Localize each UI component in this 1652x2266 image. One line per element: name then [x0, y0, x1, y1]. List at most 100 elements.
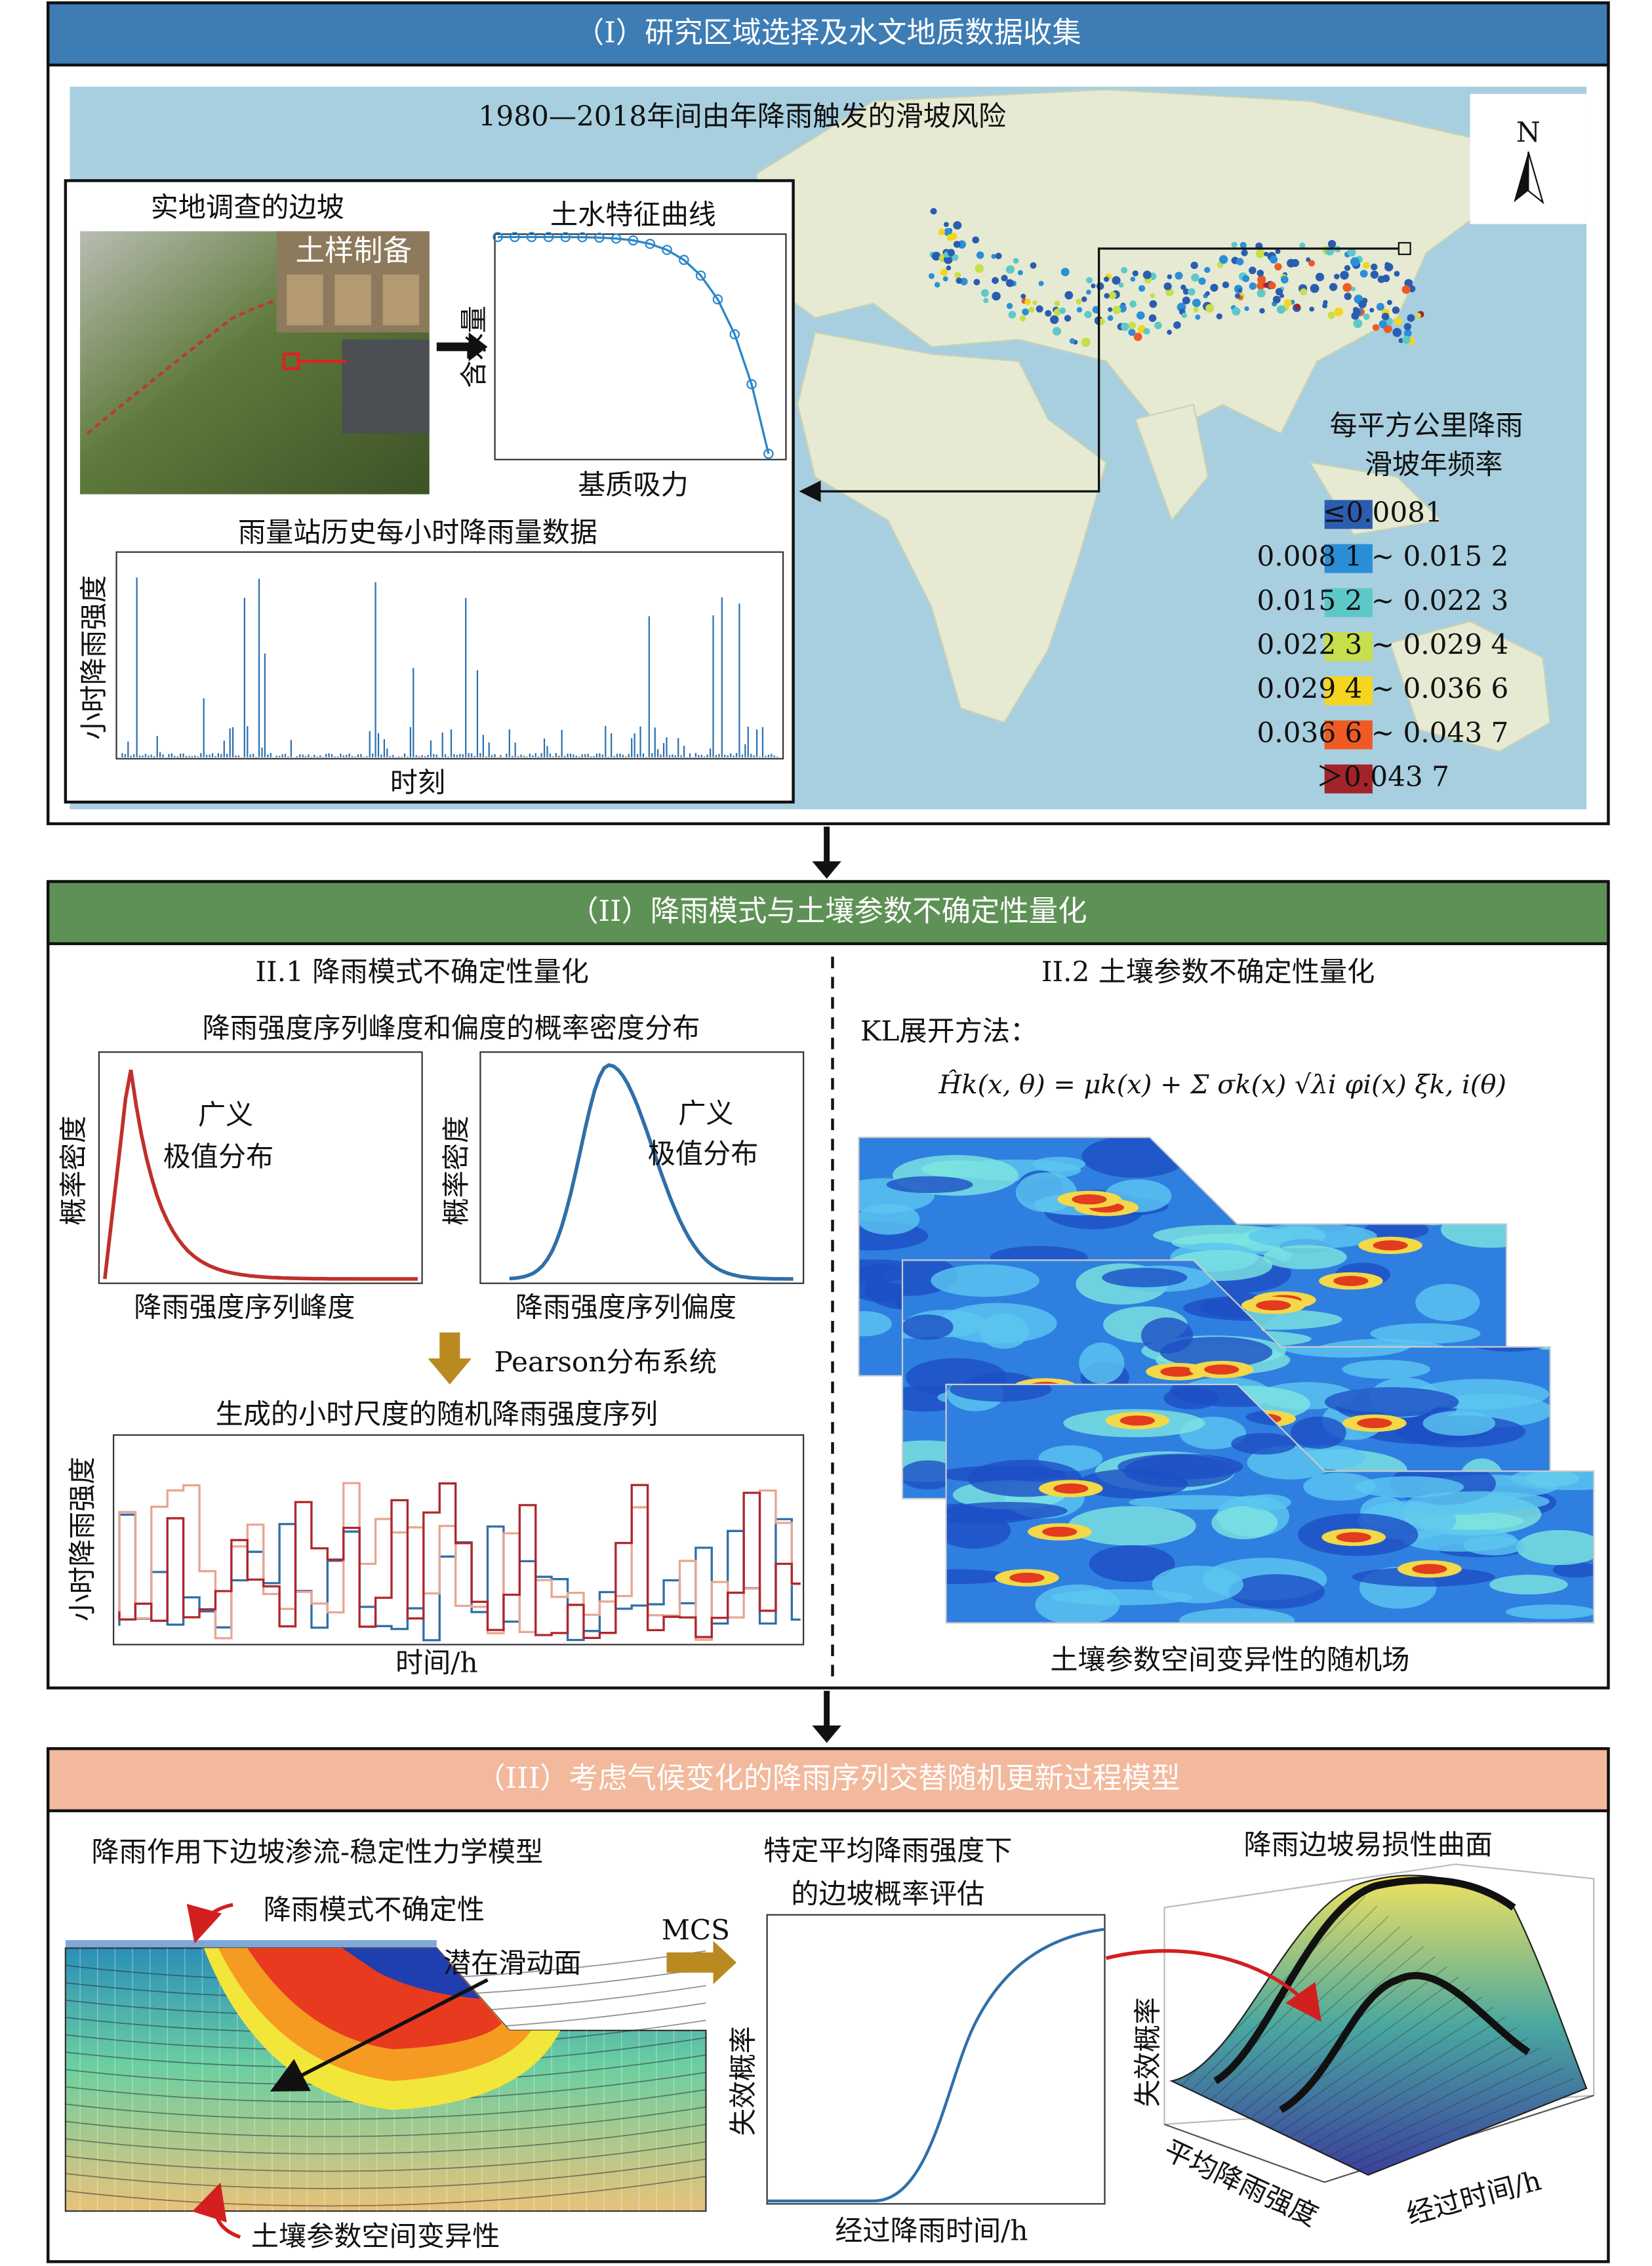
gen-series [118, 1482, 801, 1642]
pdf-curve [509, 1062, 794, 1281]
mesh-contour [65, 2175, 706, 2207]
landslide-cell [1132, 270, 1138, 277]
swcc-point [510, 232, 520, 243]
field-blob [1179, 1608, 1295, 1623]
landslide-cell [1403, 323, 1412, 331]
field-blob [949, 1384, 1052, 1402]
landslide-cell [1148, 314, 1157, 322]
section-3: （III）考虑气候变化的降雨序列交替随机更新过程模型 降雨作用下边坡渗流-稳定性… [47, 1747, 1610, 2263]
field-blob [1354, 1476, 1464, 1498]
surface-edge [1213, 1876, 1516, 2084]
soil-specimen [382, 274, 420, 325]
landslide-cell [1216, 313, 1222, 319]
landslide-cell [1038, 281, 1044, 287]
slip-surface-label: 潜在滑动面 [443, 1947, 582, 1979]
landslide-cell [1306, 257, 1311, 262]
landslide-cell [1149, 300, 1158, 308]
field-blob [1510, 1467, 1594, 1490]
landslide-cell [1402, 336, 1411, 344]
landslide-cell [1370, 270, 1379, 279]
landslide-cell [1205, 304, 1215, 313]
left-heading: II.1 降雨模式不确定性量化 [255, 956, 588, 988]
landslide-cell [1272, 295, 1281, 304]
landslide-cell [1415, 312, 1421, 319]
landslide-cell [1006, 302, 1013, 310]
field-blob [1160, 1366, 1196, 1377]
legend-label: 0.022 3 ~ 0.029 4 [1257, 628, 1508, 660]
field-blob [1463, 1535, 1524, 1556]
landslide-cell [1237, 288, 1243, 293]
surface-grid [1289, 2007, 1494, 2138]
landslide-belt [928, 208, 1424, 347]
landslide-cell [1270, 255, 1278, 264]
field-blob [1042, 1526, 1078, 1537]
landslide-cell [1059, 307, 1066, 314]
mcs-arrow [666, 1941, 737, 1985]
legend-label: 0.015 2 ~ 0.022 3 [1257, 584, 1508, 617]
landslide-cell [944, 228, 952, 237]
landslide-cell [1192, 298, 1201, 308]
pdf-axes [479, 1051, 805, 1284]
field-blob [1140, 1317, 1194, 1354]
field-blob [1348, 1169, 1470, 1202]
landslide-cell [938, 228, 945, 235]
legend-swatch [1324, 720, 1373, 750]
landslide-cell [1264, 251, 1269, 256]
field-blob [1476, 1171, 1507, 1200]
field-blob [1152, 1566, 1243, 1604]
field-blob [1123, 1454, 1235, 1487]
field-blob [858, 1264, 916, 1302]
landslide-cell [1022, 308, 1029, 315]
landslide-cell [1398, 338, 1403, 344]
north-arrow [1514, 152, 1529, 203]
surface-axes [1164, 2094, 1594, 2183]
field-edge [945, 1383, 1595, 1624]
sample-marker [282, 352, 300, 371]
kl-label: KL展开方法： [860, 1015, 1038, 1047]
field-blob [1418, 1137, 1507, 1154]
surface-grid [1358, 2077, 1575, 2171]
landslide-cell [1222, 281, 1230, 289]
field-blob [1244, 1494, 1291, 1511]
field-blob [1340, 1148, 1428, 1188]
swcc-point [763, 449, 774, 459]
landslide-cell [1353, 308, 1361, 316]
landslide-cell [1236, 258, 1244, 266]
landslide-cell [1257, 289, 1266, 298]
field-blob [1422, 1411, 1496, 1436]
landslide-cell [942, 276, 948, 282]
slip-zone [342, 1948, 481, 1999]
pdf-curve [103, 1069, 418, 1281]
landslide-cell [1323, 300, 1328, 305]
field-blob [931, 1264, 1040, 1297]
right-heading: II.2 土壤参数不确定性量化 [1041, 956, 1375, 988]
field-blob [1220, 1181, 1279, 1215]
landslide-cell [991, 254, 996, 259]
section-2: （II）降雨模式与土壤参数不确定性量化 II.1 降雨模式不确定性量化 II.2… [47, 880, 1610, 1689]
landslide-cell [1392, 327, 1402, 337]
landslide-cell [1276, 305, 1285, 314]
prob-title: 特定平均降雨强度下 [763, 1834, 1012, 1867]
surface-mesh [1181, 1895, 1575, 2171]
rain-title: 雨量站历史每小时降雨量数据 [238, 516, 597, 548]
landslide-cell [946, 233, 954, 241]
landslide-cell [1167, 274, 1173, 279]
field-blob [1358, 1192, 1422, 1209]
kl-formula: Ĥk(x, θ) = μk(x) + Σ σk(x) √λi φi(x) ξk,… [938, 1069, 1506, 1100]
pdf-x-label: 降雨强度序列峰度 [134, 1291, 355, 1323]
landslide-cell [1028, 306, 1035, 313]
landslide-cell [1129, 300, 1137, 308]
landslide-cell [1363, 262, 1370, 269]
landslide-cell [928, 273, 935, 279]
surface-y-label: 经过时间/h [1403, 2164, 1545, 2231]
soil-label: 土样制备 [296, 234, 413, 268]
field-blob [1303, 1472, 1376, 1501]
landslide-cell [1173, 321, 1181, 329]
landslide-cell [1241, 249, 1248, 256]
landslide-cell [1024, 298, 1031, 306]
landslide-cell [1081, 337, 1091, 347]
swcc-axes [494, 233, 787, 460]
field-blob [902, 1460, 957, 1490]
pdf-note: 广义 [678, 1097, 733, 1129]
field-blob [858, 1203, 920, 1235]
